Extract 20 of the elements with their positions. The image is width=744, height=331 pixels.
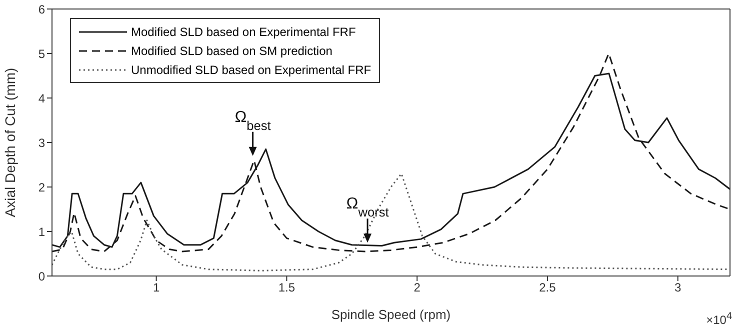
- x-tick-label: 2: [414, 280, 421, 295]
- annotation: Ω$_{best}$: [234, 108, 272, 132]
- y-tick-label: 3: [38, 136, 46, 150]
- legend-label: Modified SLD based on Experimental FRF: [131, 24, 356, 38]
- y-tick-label: 0: [38, 269, 46, 284]
- y-tick-label: 5: [38, 46, 46, 61]
- y-tick-label: 1: [38, 224, 46, 239]
- x-tick-label: 3: [674, 280, 682, 295]
- annotation: Ω$_{worst}$: [346, 196, 390, 220]
- legend-label: Unmodified SLD based on Experimental FRF: [131, 62, 372, 76]
- y-tick-label: 6: [38, 2, 46, 16]
- text: ×10$^{4}$: [706, 311, 732, 327]
- y-tick-label: 2: [38, 180, 46, 194]
- x-tick-label: 1: [152, 280, 160, 295]
- y-tick-label: 4: [38, 91, 46, 106]
- y-axis-title: Axial Depth of Cut (mm): [2, 68, 18, 218]
- legend-label: Modified SLD based on SM prediction: [131, 44, 332, 58]
- x-axis-title: Spindle Speed (rpm): [331, 307, 451, 322]
- x-tick-label: 1.5: [278, 280, 296, 295]
- x-tick-label: 2.5: [539, 280, 556, 295]
